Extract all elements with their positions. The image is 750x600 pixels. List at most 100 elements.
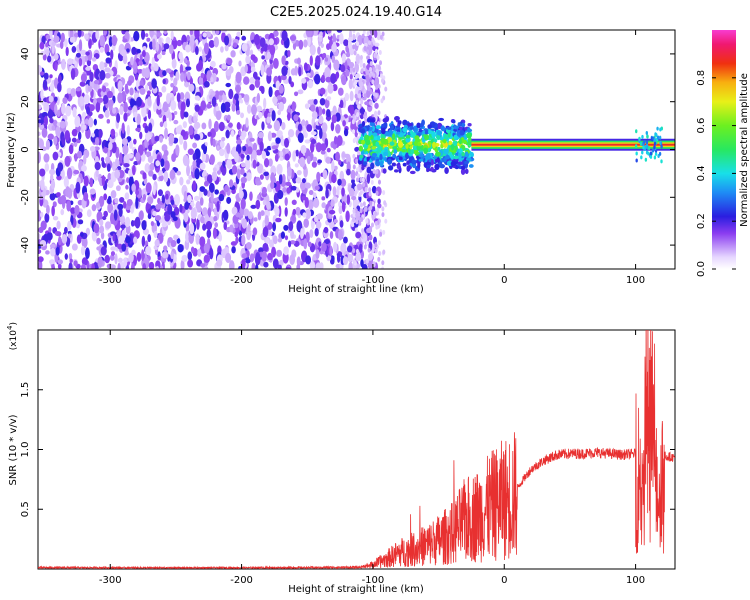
spectrogram-cell (67, 188, 73, 199)
spectrogram-cell (214, 189, 219, 195)
spectrogram-cell (155, 203, 162, 210)
spectrogram-cell (443, 148, 449, 155)
spectrogram-cell (377, 203, 382, 209)
spectrogram-cell (70, 68, 76, 80)
spectrogram-cell (320, 150, 326, 155)
spectrogram-cell (101, 160, 105, 168)
spectrogram-cell (340, 242, 347, 255)
spectrogram-cell (194, 104, 200, 112)
spectrogram-cell (110, 128, 116, 137)
spectrogram-cell (51, 125, 56, 131)
colorbar-tick-label: 0.0 (696, 261, 707, 277)
spectrogram-cell (131, 164, 136, 176)
spectrogram-cell (97, 97, 104, 103)
spectrogram-cell (341, 53, 346, 64)
spectrogram-cell (407, 148, 412, 155)
spectrogram-cell (270, 181, 275, 189)
spectrogram-cell (84, 33, 89, 40)
spectrogram-cell (99, 35, 104, 47)
spectrogram-cell (103, 193, 108, 201)
spectrogram-cell (188, 114, 194, 125)
spectrogram-cell (641, 134, 644, 139)
spectrogram-cell (111, 34, 118, 47)
spectrogram-cell (376, 55, 380, 61)
spectrogram-cell (312, 192, 317, 199)
spectrogram-cell (372, 73, 376, 79)
spectrogram-cell (49, 259, 56, 265)
spectrogram-cell (635, 151, 638, 156)
spectrogram-cell (117, 257, 123, 263)
spectrogram-cell (126, 124, 130, 136)
spectrogram-cell (252, 142, 258, 152)
spectrogram-cell (291, 101, 296, 112)
snr-y-tick-label: 1.5 (20, 382, 31, 398)
spectrogram-cell (108, 141, 113, 151)
spectrogram-cell (86, 59, 92, 67)
spectrogram-cell (405, 143, 409, 149)
spectrogram-cell (329, 245, 333, 257)
spectrogram-cell (121, 243, 127, 252)
spectrogram-cell (345, 70, 350, 77)
spectrogram-cell (199, 162, 206, 170)
spectrogram-cell (281, 55, 286, 66)
spectrogram-cell (49, 243, 56, 249)
spectrogram-cell (78, 57, 83, 67)
spectrogram-cell (236, 122, 241, 130)
spectrogram-cell (142, 193, 147, 201)
spectrogram-cell (354, 79, 358, 85)
snr-x-tick-label: 0 (501, 575, 507, 586)
spectrogram-cell (129, 87, 134, 96)
spectrogram-cell (107, 179, 114, 189)
spectrogram-cell (362, 201, 366, 207)
spectrogram-cell (213, 36, 219, 48)
spectrogram-y-tick-label: 20 (20, 95, 31, 108)
spectrogram-cell (302, 212, 307, 218)
spectrogram-cell (285, 148, 290, 153)
spectrogram-cell (645, 130, 649, 135)
spectrogram-cell (370, 222, 374, 228)
spectrogram-y-tick-label: 40 (20, 48, 31, 61)
spectrogram-cell (226, 142, 231, 155)
spectrogram-cell (77, 131, 82, 140)
spectrogram-cell (197, 248, 202, 258)
spectrogram-cell (377, 179, 381, 185)
spectrogram-cell (168, 133, 175, 145)
spectrogram-cell (363, 88, 367, 94)
spectrogram-cell (246, 154, 250, 161)
spectrogram-cell (309, 141, 315, 153)
spectrogram-x-tick-label: 0 (501, 275, 507, 286)
spectrogram-cell (312, 156, 318, 162)
spectrogram-cell (245, 55, 251, 65)
spectrogram-cell (193, 133, 201, 140)
spectrogram-cell (62, 97, 68, 104)
snr-y-tick-label: 1.0 (20, 442, 31, 458)
spectrogram-cell (359, 107, 366, 114)
spectrogram-cell (364, 101, 370, 106)
spectrogram-cell (366, 166, 372, 174)
spectrogram-cell (133, 236, 138, 244)
spectrogram-cell (136, 113, 141, 126)
spectrogram-cell (319, 185, 323, 192)
spectrogram-cell (314, 185, 320, 191)
spectrogram-cell (352, 259, 356, 265)
spectrogram-cell (409, 126, 414, 130)
spectrogram-cell (352, 248, 356, 254)
spectrogram-cell (160, 158, 165, 167)
spectrogram-cell (384, 131, 390, 137)
spectrogram-cell (235, 139, 243, 145)
spectrogram-cell (48, 95, 54, 103)
spectrogram-cell (196, 63, 202, 72)
spectrogram-cell (139, 131, 143, 140)
spectrogram-cell (326, 43, 331, 50)
spectrogram-cell (321, 242, 327, 252)
spectrogram-cell (91, 57, 97, 62)
spectrogram-cell (639, 141, 643, 146)
spectrogram-cell (646, 134, 649, 139)
spectrogram-cell (49, 192, 56, 201)
spectrogram-cell (69, 258, 73, 263)
spectrogram-cell (203, 188, 208, 196)
spectrogram-cell (333, 59, 340, 71)
spectrogram-cell (276, 249, 283, 258)
spectrogram-cell (258, 111, 263, 119)
spectrogram-cell (44, 163, 50, 172)
